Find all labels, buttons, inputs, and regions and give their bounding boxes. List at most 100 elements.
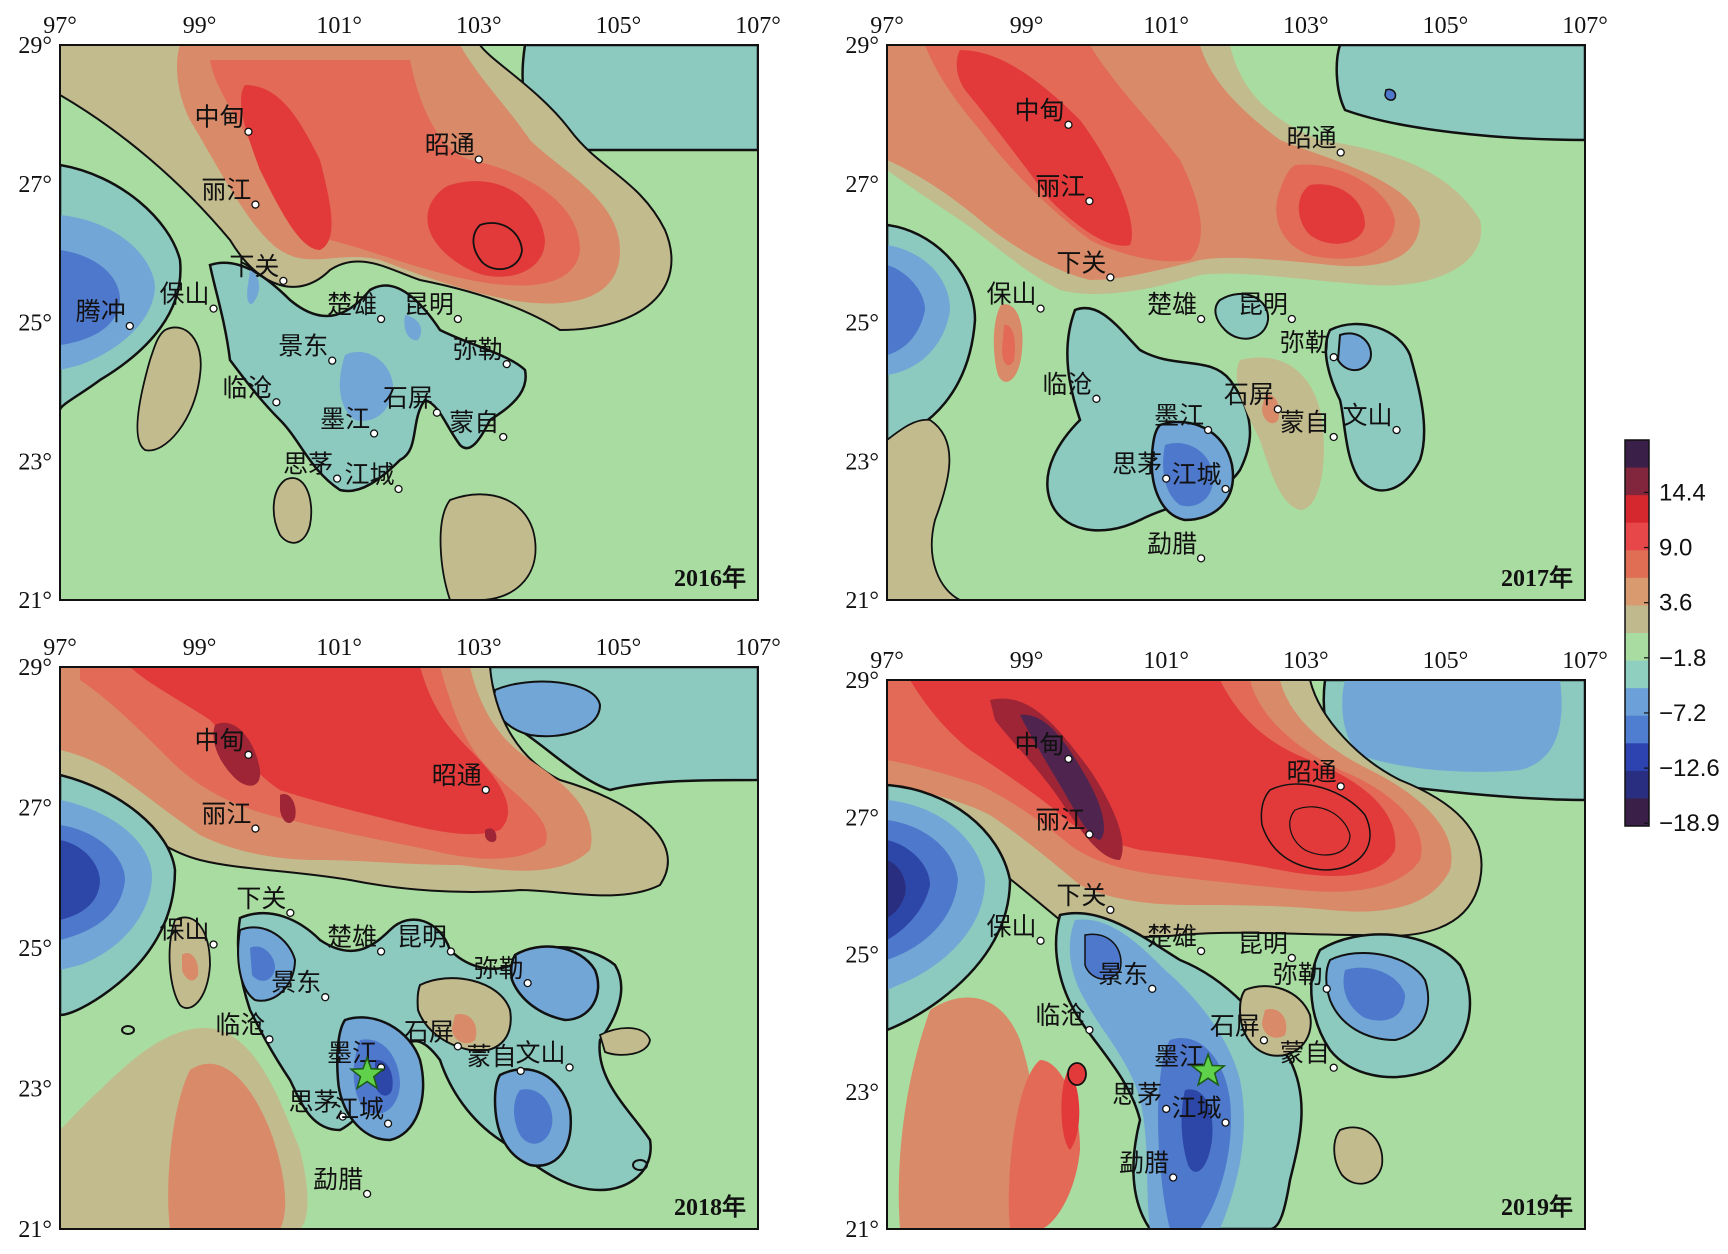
lat-tick-label: 27°: [18, 796, 52, 822]
city-marker: [1148, 984, 1157, 993]
city-保山: 保山: [160, 280, 218, 313]
city-label: 江城: [345, 460, 395, 489]
city-label: 下关: [229, 252, 279, 281]
lat-tick-label: 23°: [18, 449, 52, 475]
city-marker: [321, 993, 330, 1002]
city-label: 临沧: [222, 373, 272, 402]
city-label: 勐腊: [1119, 1149, 1169, 1178]
city-label: 昆明: [397, 923, 447, 952]
city-临沧: 临沧: [215, 1010, 274, 1044]
city-marker: [1203, 425, 1213, 435]
city-marker: [328, 356, 337, 365]
city-label: 弥勒: [1280, 328, 1330, 357]
colorbar-band: [1625, 770, 1649, 799]
city-label: 墨江: [1154, 401, 1204, 430]
lon-tick-label: 97°: [870, 13, 904, 39]
city-marker: [244, 127, 253, 136]
lon-tick-label: 101°: [316, 635, 362, 661]
city-昆明: 昆明: [1238, 290, 1296, 324]
city-label: 保山: [160, 915, 210, 944]
city-蒙自: 蒙自: [1280, 408, 1338, 442]
city-景东: 景东: [271, 968, 330, 1002]
city-marker: [209, 940, 218, 949]
epicenter-star: [1189, 1052, 1227, 1087]
city-label: 江城: [334, 1095, 384, 1124]
city-marker: [1036, 936, 1045, 945]
city-label: 石屏: [383, 384, 433, 413]
city-marker: [394, 484, 403, 494]
colorbar-band: [1625, 633, 1649, 662]
city-marker: [1329, 432, 1338, 442]
city-marker: [565, 1063, 574, 1072]
city-label: 弥勒: [1273, 960, 1323, 989]
city-文山: 文山: [1343, 401, 1401, 435]
colorbar-band: [1625, 715, 1649, 744]
lon-tick-label: 97°: [43, 635, 77, 661]
lon-tick-label: 99°: [1010, 13, 1044, 39]
city-丽江: 丽江: [1035, 172, 1094, 206]
city-昆明: 昆明: [404, 290, 463, 324]
city-label: 丽江: [201, 800, 251, 829]
city-label: 文山: [1343, 401, 1393, 430]
city-楚雄: 楚雄: [327, 923, 386, 956]
city-昭通: 昭通: [432, 761, 490, 795]
city-marker: [362, 1189, 372, 1199]
city-label: 弥勒: [474, 954, 524, 983]
city-蒙自: 蒙自: [449, 408, 508, 442]
lat-tick-label: 25°: [18, 936, 52, 962]
city-label: 勐腊: [313, 1165, 363, 1194]
city-marker: [1162, 474, 1171, 483]
city-label: 江城: [1172, 1094, 1222, 1123]
city-保山: 保山: [987, 912, 1045, 945]
city-label: 昆明: [404, 290, 454, 319]
city-中甸: 中甸: [1014, 96, 1073, 129]
city-蒙自: 蒙自: [467, 1042, 525, 1076]
city-中甸: 中甸: [194, 103, 253, 136]
lon-tick-label: 103°: [456, 635, 502, 661]
city-昭通: 昭通: [1287, 757, 1345, 791]
panel-2019: [886, 679, 1586, 1230]
city-弥勒: 弥勒: [1280, 328, 1338, 362]
city-label: 下关: [1056, 881, 1106, 910]
colorbar-label: −7.2: [1659, 700, 1706, 727]
lat-tick-label: 29°: [18, 33, 52, 59]
city-label: 临沧: [215, 1010, 265, 1039]
city-思茅: 思茅: [283, 450, 342, 483]
city-marker: [1221, 484, 1230, 494]
city-label: 保山: [987, 912, 1037, 941]
colorbar-label: −18.9: [1659, 810, 1720, 837]
city-label: 景东: [278, 332, 328, 361]
city-label: 景东: [1098, 960, 1148, 989]
lat-tick-label: 25°: [845, 943, 879, 969]
city-label: 临沧: [1042, 370, 1092, 399]
city-丽江: 丽江: [201, 800, 260, 833]
city-石屏: 石屏: [404, 1017, 463, 1051]
city-marker: [244, 750, 253, 759]
city-昭通: 昭通: [1287, 124, 1345, 157]
city-marker: [1169, 1173, 1178, 1182]
city-label: 中甸: [194, 726, 244, 755]
city-marker: [1092, 394, 1101, 403]
city-marker: [446, 947, 456, 956]
panel-2017: [886, 44, 1586, 601]
city-label: 昭通: [1287, 124, 1337, 153]
city-label: 昆明: [1238, 290, 1288, 319]
city-label: 思茅: [1112, 450, 1162, 479]
city-景东: 景东: [278, 332, 337, 365]
lon-tick-label: 99°: [1010, 648, 1044, 674]
city-丽江: 丽江: [1035, 805, 1094, 839]
city-label: 思茅: [1112, 1080, 1162, 1109]
city-昆明: 昆明: [1238, 929, 1296, 963]
lon-tick-label: 97°: [870, 648, 904, 674]
city-label: 中甸: [1014, 96, 1064, 125]
lat-tick-label: 21°: [18, 588, 52, 614]
lat-tick-label: 27°: [18, 172, 52, 198]
city-蒙自: 蒙自: [1280, 1039, 1338, 1072]
city-楚雄: 楚雄: [1147, 922, 1206, 956]
lat-tick-label: 29°: [18, 655, 52, 681]
city-下关: 下关: [236, 884, 295, 918]
city-石屏: 石屏: [383, 384, 442, 417]
lon-tick-label: 103°: [1283, 13, 1329, 39]
city-保山: 保山: [987, 280, 1045, 313]
